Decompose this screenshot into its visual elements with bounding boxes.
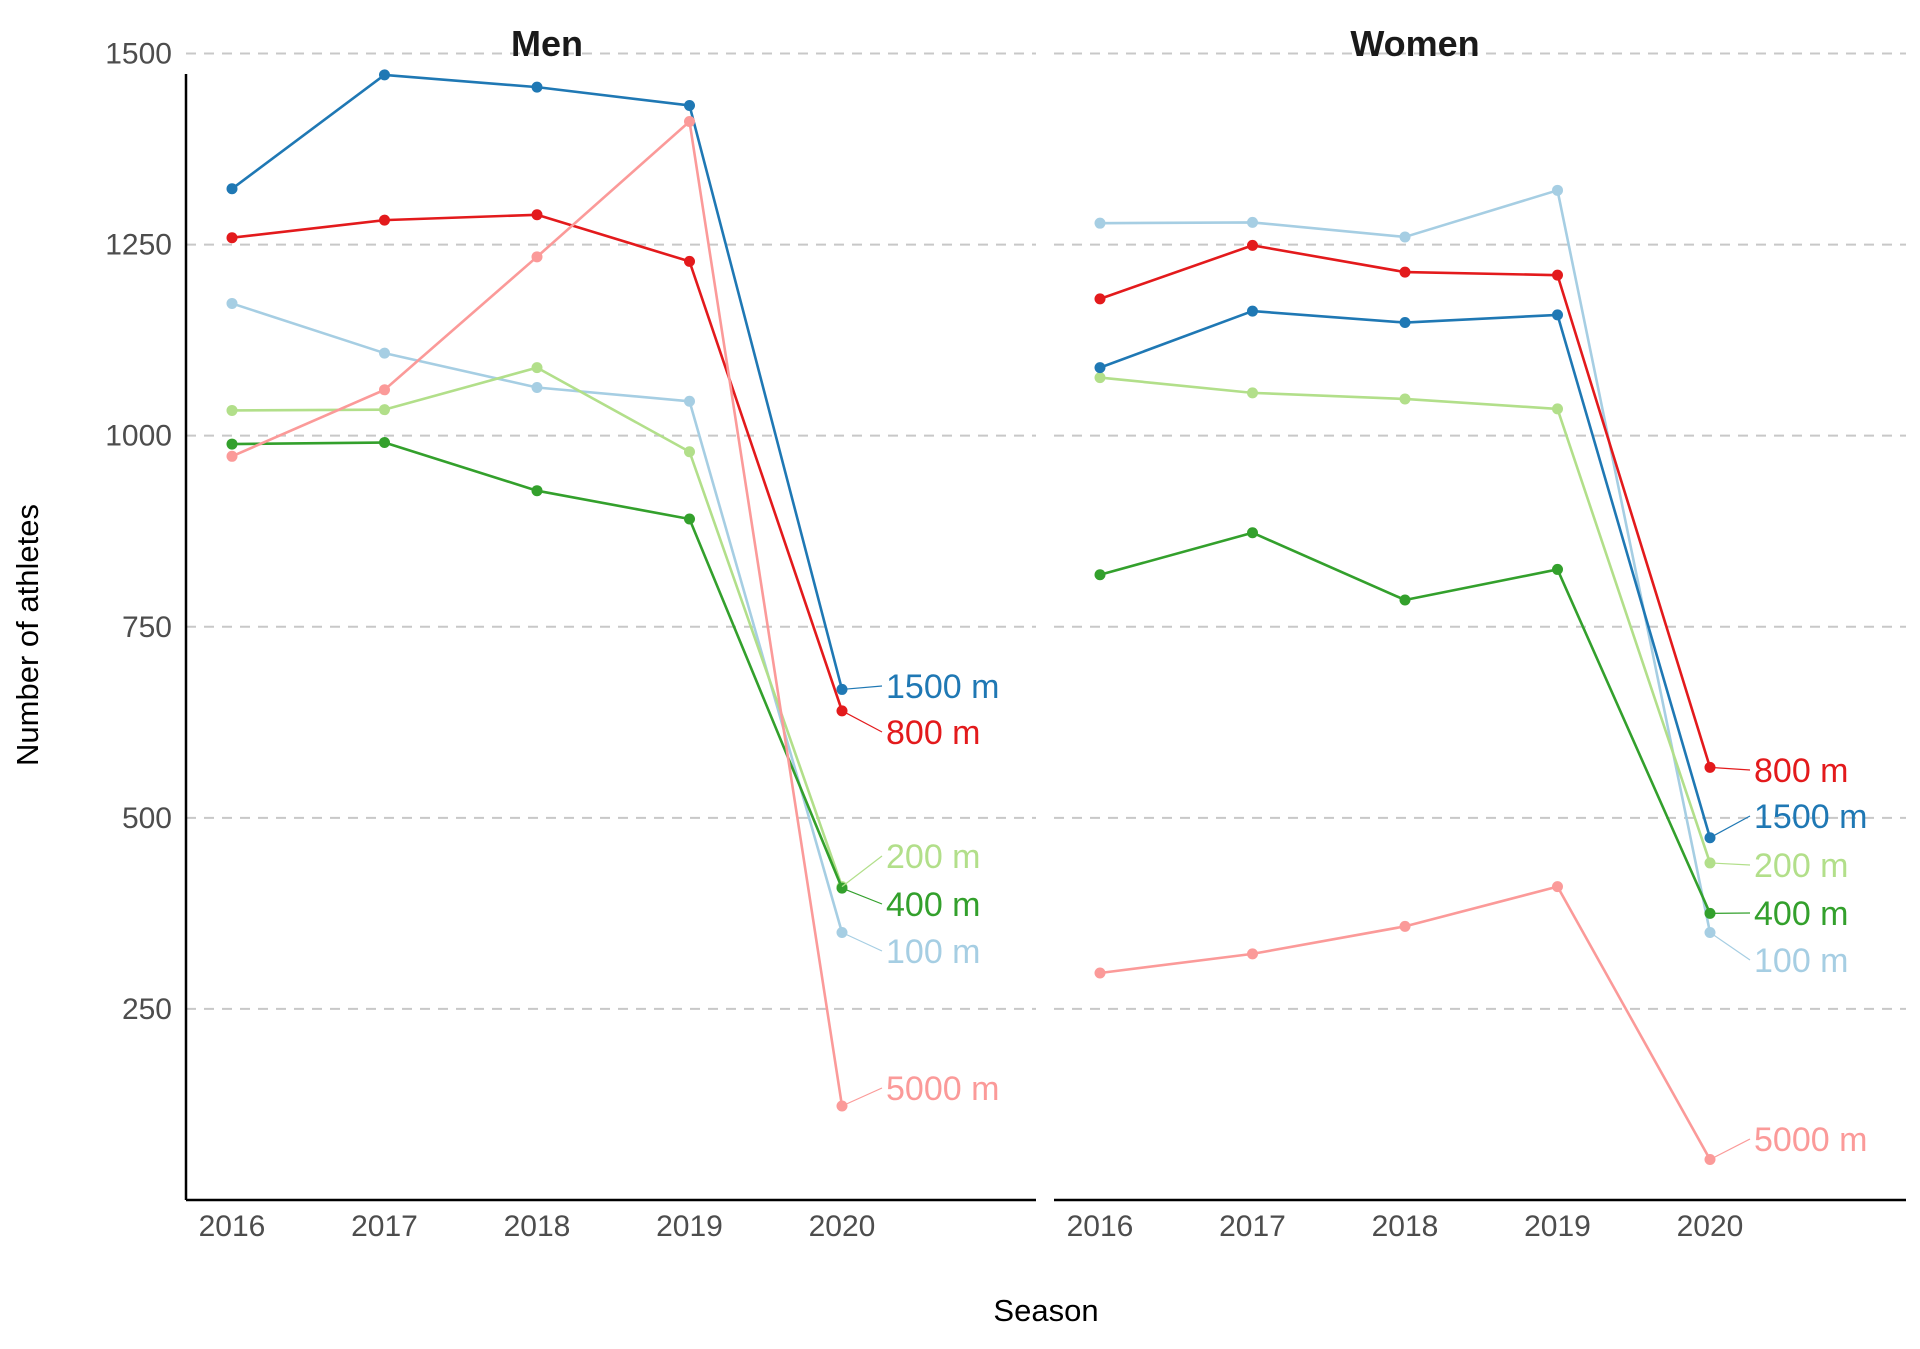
series-line-women-200-m	[1100, 378, 1710, 863]
series-label-women-5000-m: 5000 m	[1754, 1121, 1867, 1159]
label-leader-men-100-m	[842, 932, 882, 951]
data-point-women-200-m-2017	[1247, 387, 1258, 398]
data-point-women-1500-m-2019	[1552, 309, 1563, 320]
data-point-women-5000-m-2018	[1400, 921, 1411, 932]
data-point-men-400-m-2017	[379, 437, 390, 448]
data-point-women-100-m-2018	[1400, 231, 1411, 242]
data-point-women-100-m-2019	[1552, 185, 1563, 196]
data-point-women-800-m-2018	[1400, 267, 1411, 278]
data-point-men-5000-m-2017	[379, 384, 390, 395]
data-point-men-800-m-2017	[379, 215, 390, 226]
data-point-men-1500-m-2019	[684, 100, 695, 111]
data-point-men-200-m-2019	[684, 446, 695, 457]
data-point-women-800-m-2017	[1247, 240, 1258, 251]
label-leader-women-200-m	[1710, 863, 1750, 865]
y-tick-label-500: 500	[122, 802, 172, 835]
panel-title-women: Women	[1350, 23, 1479, 64]
series-line-men-800-m	[232, 215, 842, 711]
label-leader-men-800-m	[842, 711, 882, 732]
series-label-men-400-m: 400 m	[886, 886, 981, 924]
series-label-men-1500-m: 1500 m	[886, 668, 999, 706]
data-point-men-1500-m-2018	[532, 82, 543, 93]
data-point-men-5000-m-2018	[532, 251, 543, 262]
data-point-women-400-m-2017	[1247, 527, 1258, 538]
data-point-women-1500-m-2017	[1247, 306, 1258, 317]
data-point-men-800-m-2018	[532, 209, 543, 220]
x-tick-label-women-2017: 2017	[1219, 1210, 1286, 1243]
label-leader-men-400-m	[842, 888, 882, 904]
data-point-men-200-m-2017	[379, 404, 390, 415]
data-point-men-200-m-2018	[532, 362, 543, 373]
data-point-women-200-m-2018	[1400, 393, 1411, 404]
label-leader-women-1500-m	[1710, 816, 1750, 838]
series-label-men-100-m: 100 m	[886, 933, 981, 971]
x-tick-label-men-2019: 2019	[656, 1210, 723, 1243]
data-point-women-5000-m-2019	[1552, 881, 1563, 892]
data-point-men-400-m-2019	[684, 513, 695, 524]
data-point-men-5000-m-2019	[684, 116, 695, 127]
data-point-men-400-m-2016	[227, 439, 238, 450]
x-tick-label-women-2016: 2016	[1067, 1210, 1134, 1243]
y-tick-label-1250: 1250	[105, 229, 172, 262]
data-point-women-5000-m-2017	[1247, 948, 1258, 959]
series-label-men-200-m: 200 m	[886, 838, 981, 876]
label-leader-women-800-m	[1710, 767, 1750, 770]
data-point-men-100-m-2018	[532, 382, 543, 393]
data-point-women-400-m-2019	[1552, 564, 1563, 575]
series-label-women-1500-m: 1500 m	[1754, 798, 1867, 836]
data-point-women-5000-m-2016	[1095, 967, 1106, 978]
data-point-men-400-m-2018	[532, 485, 543, 496]
data-point-women-800-m-2016	[1095, 293, 1106, 304]
data-point-men-800-m-2016	[227, 232, 238, 243]
data-point-men-1500-m-2017	[379, 69, 390, 80]
panel-title-men: Men	[511, 23, 583, 64]
data-point-women-400-m-2016	[1095, 569, 1106, 580]
data-point-women-100-m-2016	[1095, 218, 1106, 229]
y-axis-title: Number of athletes	[10, 504, 45, 766]
label-leader-men-200-m	[842, 856, 882, 887]
label-leader-women-5000-m	[1710, 1139, 1750, 1159]
data-point-women-1500-m-2016	[1095, 362, 1106, 373]
x-tick-label-women-2019: 2019	[1524, 1210, 1591, 1243]
x-tick-label-men-2018: 2018	[504, 1210, 571, 1243]
x-axis-title: Season	[993, 1293, 1098, 1328]
data-point-women-200-m-2016	[1095, 372, 1106, 383]
data-point-women-800-m-2019	[1552, 270, 1563, 281]
x-tick-label-women-2020: 2020	[1677, 1210, 1744, 1243]
data-point-men-100-m-2019	[684, 396, 695, 407]
x-tick-label-men-2020: 2020	[809, 1210, 876, 1243]
series-line-women-100-m	[1100, 190, 1710, 932]
series-label-women-100-m: 100 m	[1754, 942, 1849, 980]
y-tick-label-1000: 1000	[105, 420, 172, 453]
y-tick-label-1500: 1500	[105, 38, 172, 71]
data-point-women-200-m-2019	[1552, 403, 1563, 414]
series-label-women-400-m: 400 m	[1754, 895, 1849, 933]
data-point-men-800-m-2019	[684, 256, 695, 267]
y-tick-label-250: 250	[122, 993, 172, 1026]
x-tick-label-men-2016: 2016	[199, 1210, 266, 1243]
data-point-men-100-m-2017	[379, 348, 390, 359]
data-point-men-1500-m-2016	[227, 183, 238, 194]
data-point-women-1500-m-2018	[1400, 317, 1411, 328]
series-label-men-800-m: 800 m	[886, 714, 981, 752]
label-leader-men-5000-m	[842, 1088, 882, 1106]
label-leader-men-1500-m	[842, 686, 882, 689]
series-label-women-200-m: 200 m	[1754, 847, 1849, 885]
series-label-men-5000-m: 5000 m	[886, 1070, 999, 1108]
series-label-women-800-m: 800 m	[1754, 752, 1849, 790]
data-point-women-100-m-2017	[1247, 217, 1258, 228]
series-line-women-1500-m	[1100, 311, 1710, 838]
data-point-women-400-m-2018	[1400, 595, 1411, 606]
data-point-men-100-m-2016	[227, 298, 238, 309]
data-point-men-5000-m-2016	[227, 451, 238, 462]
series-line-men-100-m	[232, 303, 842, 932]
label-leader-women-100-m	[1710, 932, 1750, 960]
x-tick-label-men-2017: 2017	[351, 1210, 418, 1243]
y-tick-label-750: 750	[122, 611, 172, 644]
data-point-men-200-m-2016	[227, 405, 238, 416]
x-tick-label-women-2018: 2018	[1372, 1210, 1439, 1243]
